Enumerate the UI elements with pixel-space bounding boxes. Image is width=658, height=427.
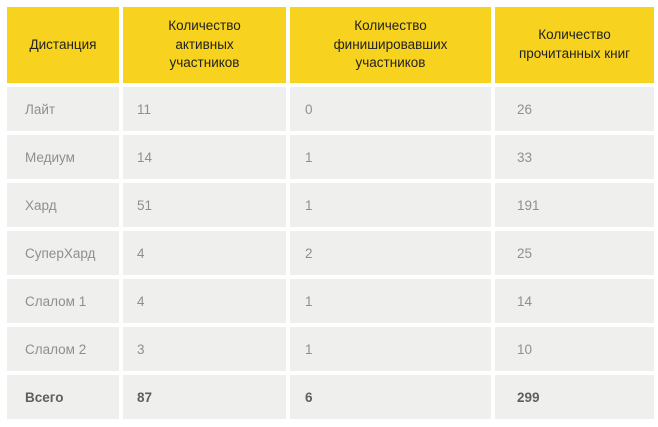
table-row: Медиум 14 1 33	[7, 135, 654, 179]
finished-cell: 2	[290, 231, 491, 275]
column-header-finished-participants: Количество финишировавших участников	[290, 7, 491, 83]
table-row: СуперХард 4 2 25	[7, 231, 654, 275]
finished-cell: 1	[290, 135, 491, 179]
statistics-table: Дистанция Количество активных участников…	[3, 3, 658, 423]
header-row: Дистанция Количество активных участников…	[7, 7, 654, 83]
active-cell: 4	[123, 231, 286, 275]
distance-cell: Хард	[7, 183, 119, 227]
active-cell: 4	[123, 279, 286, 323]
total-active-cell: 87	[123, 375, 286, 419]
table-row: Лайт 11 0 26	[7, 87, 654, 131]
table-row: Слалом 1 4 1 14	[7, 279, 654, 323]
total-books-cell: 299	[495, 375, 654, 419]
column-header-active-participants: Количество активных участников	[123, 7, 286, 83]
books-cell: 26	[495, 87, 654, 131]
books-cell: 33	[495, 135, 654, 179]
books-cell: 25	[495, 231, 654, 275]
distance-cell: Лайт	[7, 87, 119, 131]
books-cell: 191	[495, 183, 654, 227]
active-cell: 11	[123, 87, 286, 131]
distance-cell: Слалом 1	[7, 279, 119, 323]
distance-cell: Медиум	[7, 135, 119, 179]
table-row: Хард 51 1 191	[7, 183, 654, 227]
column-header-distance: Дистанция	[7, 7, 119, 83]
active-cell: 51	[123, 183, 286, 227]
total-row: Всего 87 6 299	[7, 375, 654, 419]
books-cell: 10	[495, 327, 654, 371]
distance-cell: Слалом 2	[7, 327, 119, 371]
active-cell: 14	[123, 135, 286, 179]
finished-cell: 0	[290, 87, 491, 131]
active-cell: 3	[123, 327, 286, 371]
finished-cell: 1	[290, 279, 491, 323]
total-label-cell: Всего	[7, 375, 119, 419]
finished-cell: 1	[290, 327, 491, 371]
books-cell: 14	[495, 279, 654, 323]
column-header-books-read: Количество прочитанных книг	[495, 7, 654, 83]
finished-cell: 1	[290, 183, 491, 227]
distance-cell: СуперХард	[7, 231, 119, 275]
table-row: Слалом 2 3 1 10	[7, 327, 654, 371]
total-finished-cell: 6	[290, 375, 491, 419]
